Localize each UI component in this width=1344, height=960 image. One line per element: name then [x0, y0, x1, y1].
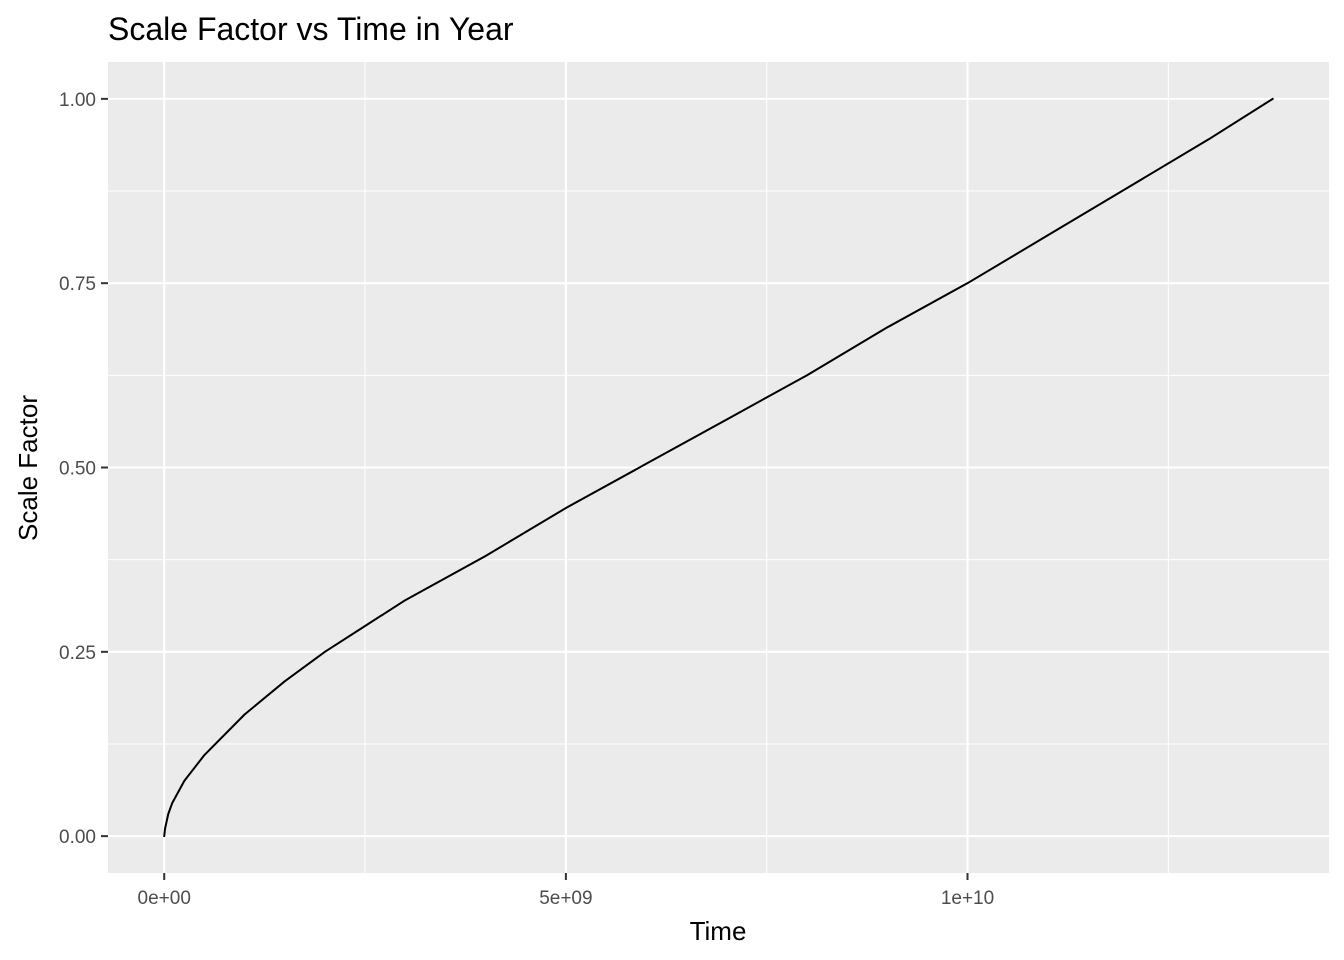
x-tick-label: 1e+10 [941, 888, 994, 909]
y-axis-title: Scale Factor [13, 395, 43, 541]
y-axis: 0.00 0.25 0.50 0.75 1.00 [59, 90, 108, 848]
y-tick-label: 1.00 [59, 90, 96, 111]
y-tick-label: 0.00 [59, 827, 96, 848]
x-tick-label: 5e+09 [539, 888, 592, 909]
x-tick-label: 0e+00 [138, 888, 191, 909]
major-gridlines [108, 62, 1329, 873]
series-line [163, 97, 1274, 838]
y-tick-label: 0.50 [59, 459, 96, 480]
y-tick-label: 0.75 [59, 274, 96, 295]
chart-title: Scale Factor vs Time in Year [108, 11, 514, 47]
x-axis: 0e+00 5e+09 1e+10 [138, 873, 994, 909]
x-axis-title: Time [690, 916, 747, 946]
y-tick-label: 0.25 [59, 643, 96, 664]
